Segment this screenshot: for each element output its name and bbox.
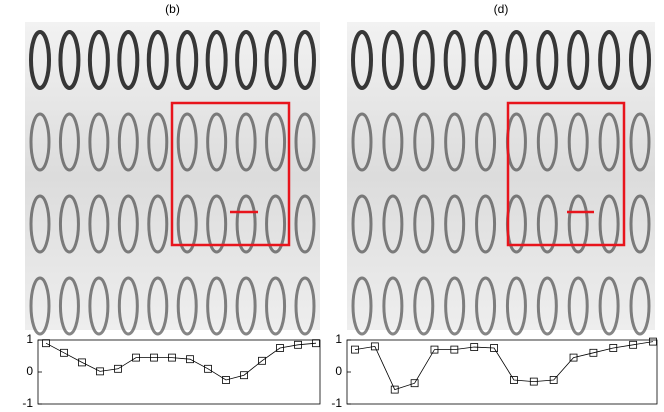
y-tick-label: 1 [26, 332, 33, 346]
y-tick-label: 0 [26, 364, 33, 378]
data-line [355, 342, 653, 390]
y-tick-label: -1 [331, 396, 342, 410]
data-line [46, 343, 316, 380]
figure: (b) -1 0 1 (d) -1 0 1 [0, 0, 664, 412]
digit-image [347, 22, 655, 330]
plot-frame [347, 340, 657, 404]
panel-title: (d) [494, 2, 509, 16]
panel-title: (b) [165, 2, 180, 16]
y-tick-label: 0 [335, 364, 342, 378]
y-tick-label: -1 [22, 396, 33, 410]
y-tick-label: 1 [335, 332, 342, 346]
